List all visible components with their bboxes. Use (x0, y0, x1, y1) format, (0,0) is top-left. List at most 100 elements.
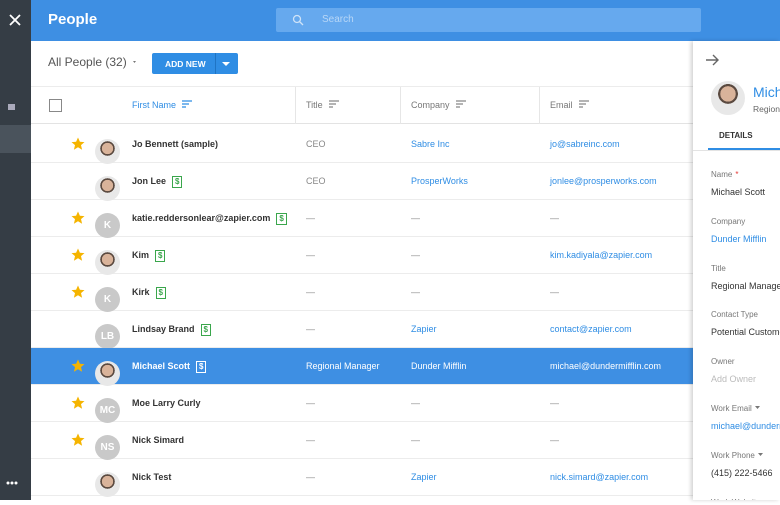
search-icon (292, 14, 304, 26)
sort-icon[interactable] (327, 100, 341, 108)
dropdown-icon[interactable] (220, 59, 232, 69)
field-label: Company (711, 217, 745, 226)
add-new-button[interactable]: ADD NEW (152, 53, 238, 74)
table-header: First Name Title Company Email (31, 86, 693, 124)
company-cell[interactable]: Zapier (411, 472, 437, 482)
sort-icon[interactable] (180, 100, 194, 108)
initials-avatar: NS (95, 435, 120, 460)
select-all-checkbox[interactable] (49, 99, 62, 112)
sidebar (0, 0, 31, 500)
name-text: Kim (132, 250, 150, 260)
table-row[interactable]: Kim $ — — kim.kadiyala@zapier.com (31, 237, 693, 275)
active-nav[interactable] (0, 125, 31, 153)
title-cell: CEO (306, 139, 326, 149)
email-cell: — (550, 435, 559, 445)
contact-name[interactable]: Moe Larry Curly (132, 398, 201, 408)
star-icon[interactable] (71, 285, 85, 299)
view-label: All People (32) (48, 55, 127, 69)
star-icon[interactable] (71, 248, 85, 262)
star-icon[interactable] (71, 396, 85, 410)
email-cell[interactable]: nick.simard@zapier.com (550, 472, 649, 482)
initials-avatar: MC (95, 398, 120, 423)
company-cell[interactable]: Zapier (411, 324, 437, 334)
label-text: Work Email (711, 404, 752, 413)
email-cell[interactable]: michael@dundermifflin.com (550, 361, 662, 371)
dropdown-caret[interactable] (755, 451, 765, 458)
contact-name[interactable]: Kirk $ (132, 287, 166, 299)
column-header[interactable]: Email (550, 100, 591, 110)
field-label: Work Website (711, 498, 761, 500)
company-cell: — (411, 398, 420, 408)
table-row[interactable]: Nick Test — Zapier nick.simard@zapier.com (31, 459, 693, 497)
table-row[interactable]: LB Lindsay Brand $ — Zapier contact@zapier.co… (31, 311, 693, 349)
tab-underline (708, 148, 780, 150)
detail-panel: Michael Scott Regional Manager DETAILS N… (693, 41, 780, 500)
deal-badge: $ (155, 287, 166, 299)
contact-name: Michael Scott (753, 84, 780, 100)
email-cell: — (550, 287, 559, 297)
company-cell[interactable]: ProsperWorks (411, 176, 468, 186)
email-cell[interactable]: contact@zapier.com (550, 324, 632, 334)
table-row[interactable]: MC Moe Larry Curly — — — (31, 385, 693, 423)
contact-name[interactable]: Michael Scott $ (132, 361, 207, 373)
column-divider (295, 87, 296, 124)
contact-name[interactable]: Lindsay Brand $ (132, 324, 211, 336)
column-header[interactable]: Company (411, 100, 468, 110)
name-text: Moe Larry Curly (132, 398, 201, 408)
name-text: Kirk (132, 287, 150, 297)
contact-name[interactable]: Nick Simard (132, 435, 184, 445)
name-text: katie.reddersonlear@zapier.com (132, 213, 271, 223)
field-value: (415) 222-5466 (711, 467, 773, 478)
contact-name[interactable]: Nick Test (132, 472, 171, 482)
table-row[interactable]: NS Nick Simard — — — (31, 422, 693, 460)
field-value[interactable]: Dunder Mifflin (711, 233, 767, 244)
close-panel-arrow[interactable] (705, 53, 721, 67)
table-row[interactable]: Kkatie.reddersonlear@zapier.com $ — — — (31, 200, 693, 238)
table-row[interactable]: Jon Lee $ CEO ProsperWorks jonlee@prosperwor… (31, 163, 693, 201)
contact-name[interactable]: Jon Lee $ (132, 176, 183, 188)
field-value: Potential Customer (711, 327, 780, 338)
field-value[interactable]: michael@dundermifflin.com (711, 421, 780, 431)
email-cell[interactable]: jo@sabreinc.com (550, 139, 620, 149)
table-row[interactable]: Michael Scott $ Regional Manager Dunder Mif… (31, 348, 693, 386)
sort-icon[interactable] (454, 100, 468, 108)
column-header[interactable]: Title (306, 100, 341, 110)
label-text: Title (711, 263, 726, 273)
contact-name[interactable]: katie.reddersonlear@zapier.com $ (132, 213, 287, 225)
contact-subtitle: Regional Manager (753, 104, 780, 114)
column-divider (539, 87, 540, 124)
star-icon[interactable] (71, 137, 85, 151)
photo-avatar (95, 139, 120, 164)
title-cell: — (306, 250, 315, 260)
field-label: Owner (711, 357, 735, 366)
field-value: Regional Manager (711, 280, 780, 291)
close-icon[interactable] (9, 14, 21, 26)
name-text: Lindsay Brand (132, 324, 195, 334)
field-label: Title (711, 264, 726, 273)
company-cell[interactable]: Sabre Inc (411, 139, 450, 149)
title-cell: — (306, 213, 315, 223)
sort-icon[interactable] (577, 100, 591, 108)
company-cell[interactable]: Dunder Mifflin (411, 361, 467, 371)
column-header[interactable]: First Name (132, 100, 194, 110)
table-row[interactable]: Jo Bennett (sample) CEO Sabre Inc jo@sabrei… (31, 126, 693, 164)
star-icon[interactable] (71, 359, 85, 373)
lock-icon[interactable] (8, 104, 15, 110)
dropdown-caret[interactable] (752, 404, 762, 411)
contact-name[interactable]: Kim $ (132, 250, 166, 262)
name-text: Nick Simard (132, 435, 185, 445)
details-tab[interactable]: DETAILS (719, 131, 753, 140)
star-icon[interactable] (71, 211, 85, 225)
star-icon[interactable] (71, 433, 85, 447)
contact-name[interactable]: Jo Bennett (sample) (132, 139, 218, 149)
label-text: Work Phone (711, 450, 755, 460)
initials-avatar: LB (95, 324, 120, 349)
email-cell[interactable]: kim.kadiyala@zapier.com (550, 250, 653, 260)
table-row[interactable]: K Kirk $ — — — (31, 274, 693, 312)
field-value[interactable]: Add Owner (711, 374, 757, 385)
search-box[interactable]: Search (276, 8, 701, 32)
photo-avatar (95, 361, 120, 386)
email-cell[interactable]: jonlee@prosperworks.com (550, 176, 657, 186)
contact-photo (711, 81, 745, 115)
view-selector[interactable]: All People (32) (48, 55, 141, 69)
